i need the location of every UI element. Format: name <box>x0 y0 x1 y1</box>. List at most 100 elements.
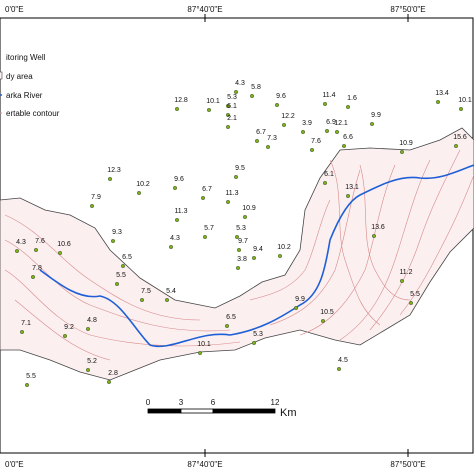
monitoring-well <box>321 319 326 324</box>
well-label: 9.6 <box>276 93 286 100</box>
monitoring-well <box>174 217 179 222</box>
well-label: 6.5 <box>122 254 132 261</box>
well-label: 11.3 <box>174 208 187 215</box>
monitoring-well <box>225 199 230 204</box>
monitoring-well <box>110 238 115 243</box>
scale-tick-label: 3 <box>179 398 184 407</box>
well-label: 12.1 <box>334 120 348 127</box>
monitoring-well <box>337 367 342 372</box>
monitoring-well <box>294 306 299 311</box>
top-coord-label: 0'0"E <box>5 5 24 14</box>
monitoring-well <box>370 121 375 126</box>
monitoring-well <box>400 149 405 154</box>
well-label: 6.5 <box>226 314 236 321</box>
monitoring-well <box>174 106 179 111</box>
monitoring-well <box>197 351 202 356</box>
monitoring-well <box>31 275 36 280</box>
well-label: 5.2 <box>87 358 97 365</box>
well-label: 15.6 <box>453 134 467 141</box>
well-label: 4.8 <box>87 317 97 324</box>
well-label: 6.9 <box>326 119 336 126</box>
well-label: 6.6 <box>343 134 353 141</box>
well-label: 9.2 <box>64 324 74 331</box>
monitoring-well <box>114 282 119 287</box>
scale-tick-label: 6 <box>211 398 216 407</box>
well-label: 10.9 <box>399 140 413 147</box>
well-label: 4.5 <box>338 357 348 364</box>
well-label: 12.8 <box>174 97 188 104</box>
well-label: 3.9 <box>302 120 312 127</box>
well-label: 10.9 <box>242 205 256 212</box>
monitoring-well <box>164 298 169 303</box>
well-label: 11.2 <box>399 269 412 276</box>
legend-label: arka River <box>6 91 43 100</box>
well-label: 11.3 <box>225 190 238 197</box>
legend-label: dy area <box>6 72 33 81</box>
monitoring-well <box>251 256 256 261</box>
well-label: 6.1 <box>324 171 334 178</box>
well-label: 13.6 <box>371 224 385 231</box>
well-label: 9.9 <box>371 112 381 119</box>
well-label: 10.1 <box>197 341 211 348</box>
well-label: 10.2 <box>277 244 291 251</box>
legend <box>0 56 3 114</box>
well-label: 5.4 <box>166 288 176 295</box>
monitoring-well <box>136 190 141 195</box>
well-label: 9.4 <box>253 246 263 253</box>
well-label: 2.1 <box>227 115 237 122</box>
monitoring-well <box>249 93 254 98</box>
well-label: 5.3 <box>253 331 263 338</box>
monitoring-well <box>58 250 63 255</box>
well-label: 7.9 <box>91 194 101 201</box>
monitoring-well <box>233 174 238 179</box>
monitoring-well <box>323 180 328 185</box>
monitoring-well <box>409 301 414 306</box>
well-label: 11.4 <box>322 92 335 99</box>
monitoring-well <box>106 380 111 385</box>
monitoring-well <box>459 106 464 111</box>
well-label: 7.6 <box>35 238 45 245</box>
study-area <box>0 127 474 381</box>
well-label: 5.7 <box>204 225 214 232</box>
monitoring-well <box>107 176 112 181</box>
monitoring-well <box>454 143 459 148</box>
well-label: 9.7 <box>238 238 248 245</box>
well-label: 6.7 <box>256 129 266 136</box>
well-label: 12.2 <box>281 113 295 120</box>
monitoring-well <box>254 138 259 143</box>
well-label: 5.5 <box>116 272 126 279</box>
bottom-coord-label: 87°40'0"E <box>187 460 222 469</box>
well-label: 7.1 <box>21 320 31 327</box>
monitoring-well <box>342 143 347 148</box>
top-coord-label: 87°40'0"E <box>187 5 222 14</box>
well-label: 13.4 <box>435 90 449 97</box>
well-label: 5.5 <box>26 373 36 380</box>
monitoring-well <box>34 247 39 252</box>
top-coord-label: 87°50'0"E <box>390 5 425 14</box>
well-label: 6.1 <box>227 103 237 110</box>
well-label: 4.3 <box>16 239 26 246</box>
monitoring-well <box>301 129 306 134</box>
monitoring-well <box>85 368 90 373</box>
well-label: 3.8 <box>237 256 247 263</box>
well-label: 7.3 <box>267 135 277 142</box>
legend-label: ertable contour <box>6 109 60 118</box>
scale-bar <box>147 408 276 414</box>
well-label: 7.6 <box>311 138 321 145</box>
monitoring-well <box>400 279 405 284</box>
monitoring-well <box>89 203 94 208</box>
monitoring-well <box>346 193 351 198</box>
well-label: 7.8 <box>32 265 42 272</box>
monitoring-well <box>335 129 340 134</box>
monitoring-well <box>225 112 230 117</box>
contours <box>4 149 474 361</box>
monitoring-well <box>236 247 241 252</box>
monitoring-well <box>275 102 280 107</box>
scale-tick-label: 0 <box>146 398 151 407</box>
monitoring-well <box>346 104 351 109</box>
scale-unit: Km <box>280 407 297 419</box>
well-label: 10.5 <box>320 309 334 316</box>
well-label: 1.6 <box>347 95 357 102</box>
well-label: 5.8 <box>251 84 261 91</box>
well-label: 6.7 <box>202 186 212 193</box>
